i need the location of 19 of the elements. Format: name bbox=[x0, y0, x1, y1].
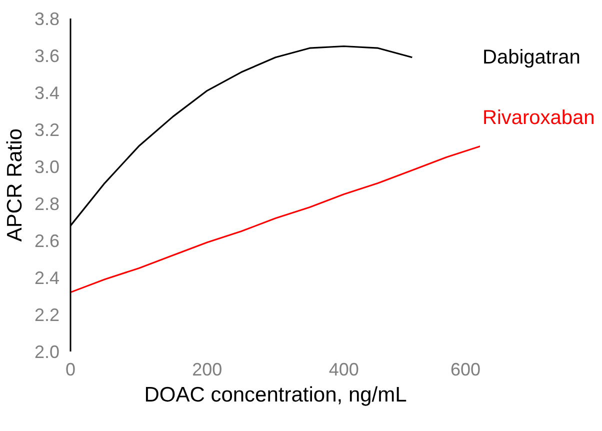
y-tick-label: 2.0 bbox=[34, 342, 60, 362]
y-tick-label: 3.8 bbox=[34, 9, 60, 29]
y-tick-label: 2.4 bbox=[34, 268, 60, 288]
y-tick-label: 2.2 bbox=[34, 305, 60, 325]
y-axis-title: APCR Ratio bbox=[3, 128, 26, 242]
y-tick-label: 3.0 bbox=[34, 157, 60, 177]
y-tick-label: 2.8 bbox=[34, 194, 60, 214]
x-tick-label: 600 bbox=[450, 360, 481, 380]
x-tick-label: 400 bbox=[328, 360, 359, 380]
line-series bbox=[70, 145, 480, 294]
x-axis-title: DOAC concentration, ng/mL bbox=[144, 384, 407, 406]
x-tick-label: 200 bbox=[192, 360, 222, 380]
y-tick-label: 3.6 bbox=[34, 46, 60, 66]
x-tick-label: 0 bbox=[65, 360, 76, 380]
text: Dabigatran bbox=[482, 46, 580, 68]
y-tick-label: 3.4 bbox=[34, 83, 60, 103]
series-label: Rivaroxaban bbox=[482, 107, 595, 130]
y-tick-label: 2.6 bbox=[34, 231, 60, 251]
y-tick-label: 3.2 bbox=[34, 120, 60, 140]
